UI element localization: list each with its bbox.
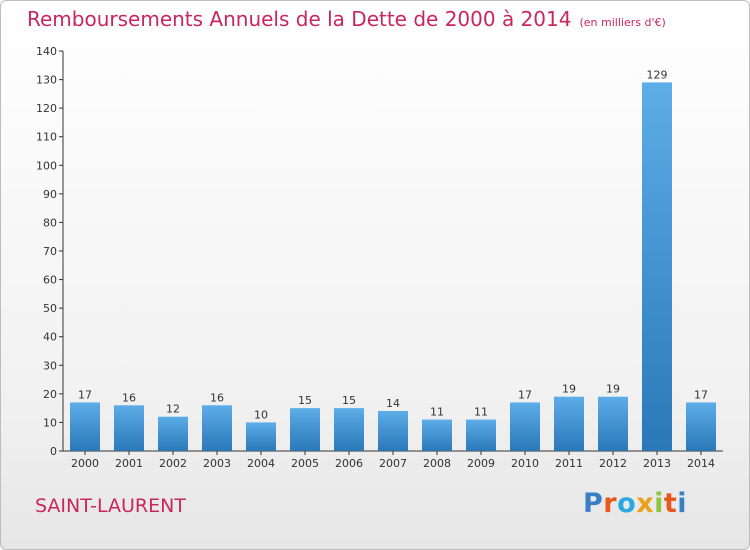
y-tick-label: 40 bbox=[43, 331, 57, 344]
logo-letter: t bbox=[663, 488, 678, 519]
bar-2013 bbox=[642, 82, 672, 451]
data-label: 14 bbox=[386, 397, 400, 410]
x-tick-label: 2009 bbox=[467, 457, 495, 470]
bar-2003 bbox=[202, 405, 232, 451]
logo-letter: o bbox=[617, 488, 637, 519]
proxiti-logo: Proxiti bbox=[583, 488, 687, 519]
x-tick-label: 2012 bbox=[599, 457, 627, 470]
bar-2005 bbox=[290, 408, 320, 451]
bar-2000 bbox=[70, 402, 100, 451]
commune-name: SAINT-LAURENT bbox=[35, 495, 186, 517]
y-tick-label: 140 bbox=[36, 45, 57, 58]
logo-letter: i bbox=[654, 488, 664, 519]
x-tick-label: 2014 bbox=[687, 457, 715, 470]
data-label: 15 bbox=[298, 394, 312, 407]
x-tick-label: 2008 bbox=[423, 457, 451, 470]
chart-title-text: Remboursements Annuels de la Dette de 20… bbox=[27, 7, 572, 31]
x-tick-label: 2010 bbox=[511, 457, 539, 470]
y-tick-label: 130 bbox=[36, 74, 57, 87]
data-label: 10 bbox=[254, 408, 268, 421]
data-label: 11 bbox=[474, 406, 488, 419]
bar-2008 bbox=[422, 419, 452, 451]
data-label: 16 bbox=[122, 391, 136, 404]
bar-2004 bbox=[246, 422, 276, 451]
y-tick-label: 0 bbox=[50, 445, 57, 458]
x-tick-label: 2003 bbox=[203, 457, 231, 470]
y-tick-label: 80 bbox=[43, 216, 57, 229]
x-tick-label: 2001 bbox=[115, 457, 143, 470]
data-label: 17 bbox=[694, 388, 708, 401]
axes: 0 10 20 30 40 50 60 70 80 90 100 110 120 130 140 2000 20… bbox=[36, 45, 723, 470]
logo-letter: x bbox=[636, 488, 655, 519]
x-tick-label: 2013 bbox=[643, 457, 671, 470]
bar-2009 bbox=[466, 419, 496, 451]
x-tick-label: 2004 bbox=[247, 457, 275, 470]
y-tick-label: 90 bbox=[43, 188, 57, 201]
x-tick-label: 2011 bbox=[555, 457, 583, 470]
y-tick-label: 120 bbox=[36, 102, 57, 115]
bar-2002 bbox=[158, 416, 188, 451]
logo-letter: P bbox=[583, 488, 604, 519]
y-tick-label: 110 bbox=[36, 131, 57, 144]
data-label: 12 bbox=[166, 403, 180, 416]
y-tick-label: 10 bbox=[43, 416, 57, 429]
bar-2012 bbox=[598, 396, 628, 451]
data-label: 15 bbox=[342, 394, 356, 407]
y-tick-label: 100 bbox=[36, 159, 57, 172]
y-tick-label: 70 bbox=[43, 245, 57, 258]
logo-letter: i bbox=[677, 488, 688, 519]
y-tick-label: 20 bbox=[43, 388, 57, 401]
data-label: 16 bbox=[210, 391, 224, 404]
data-label: 19 bbox=[606, 383, 620, 396]
chart-title: Remboursements Annuels de la Dette de 20… bbox=[27, 7, 666, 31]
data-label: 129 bbox=[647, 68, 668, 81]
bar-2001 bbox=[114, 405, 144, 451]
x-tick-label: 2002 bbox=[159, 457, 187, 470]
bar-2007 bbox=[378, 411, 408, 451]
data-label: 17 bbox=[518, 388, 532, 401]
data-labels: 17 16 12 16 10 15 15 14 11 11 17 19 19 129 17 bbox=[78, 68, 708, 421]
x-tick-label: 2006 bbox=[335, 457, 363, 470]
x-tick-label: 2000 bbox=[71, 457, 99, 470]
chart-unit: (en milliers d'€) bbox=[579, 16, 666, 29]
bar-2006 bbox=[334, 408, 364, 451]
bar-2010 bbox=[510, 402, 540, 451]
bar-2014 bbox=[686, 402, 716, 451]
bars bbox=[70, 82, 716, 451]
bar-2011 bbox=[554, 396, 584, 451]
y-tick-label: 50 bbox=[43, 302, 57, 315]
y-tick-label: 30 bbox=[43, 359, 57, 372]
data-label: 19 bbox=[562, 383, 576, 396]
data-label: 11 bbox=[430, 406, 444, 419]
x-tick-label: 2007 bbox=[379, 457, 407, 470]
data-label: 17 bbox=[78, 388, 92, 401]
y-tick-label: 60 bbox=[43, 274, 57, 287]
x-tick-label: 2005 bbox=[291, 457, 319, 470]
logo-letter: r bbox=[603, 488, 618, 519]
